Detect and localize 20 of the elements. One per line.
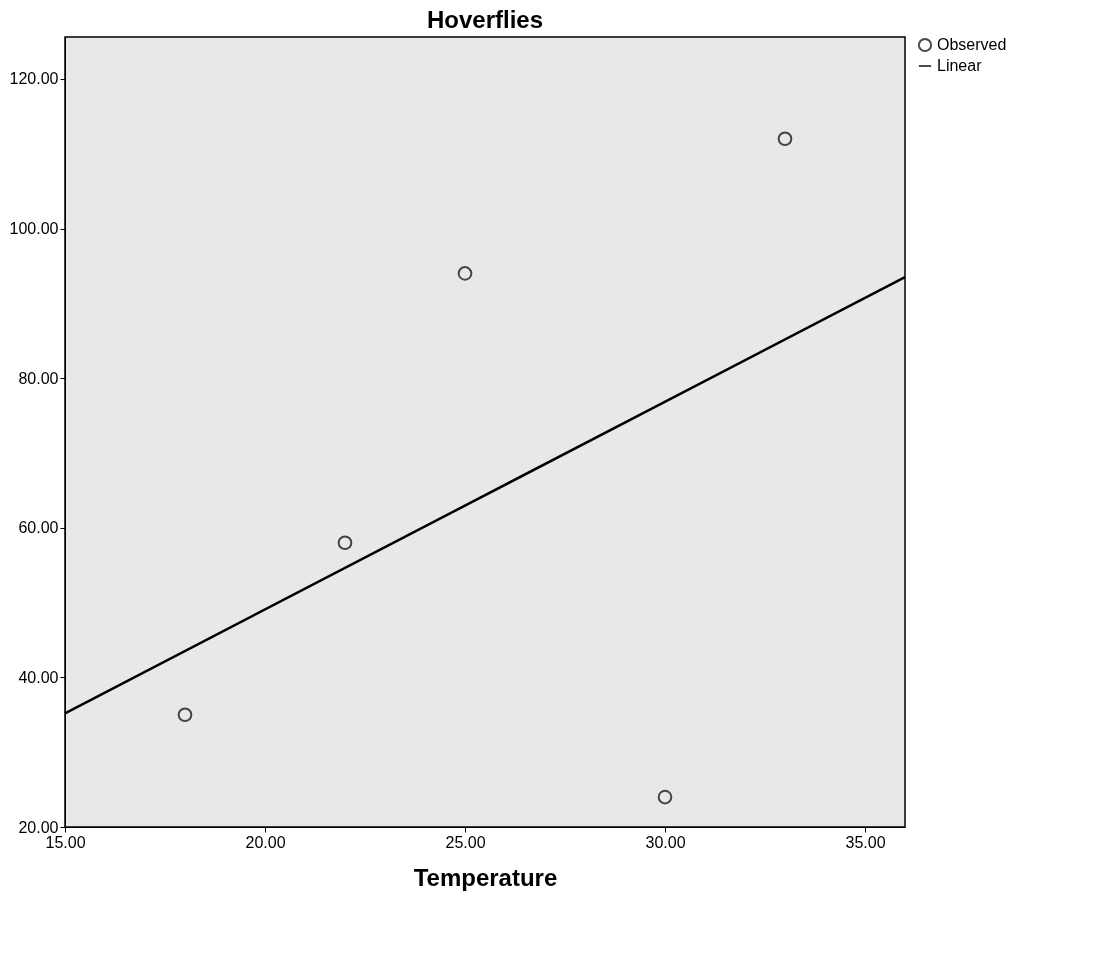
point (657, 789, 673, 805)
y-tick-label: 80.00 (18, 369, 59, 387)
chart-title: Hoverflies (426, 6, 544, 33)
y-tick-label: 100.00 (9, 220, 59, 238)
x-tick-label: 15.00 (45, 833, 86, 851)
y-tick-label: 20.00 (18, 818, 59, 836)
point (177, 707, 193, 723)
point (457, 266, 473, 281)
point (337, 535, 353, 551)
legend-label: Linear (937, 57, 983, 74)
x-tick-label: 20.00 (245, 833, 286, 851)
x-axis-title: Temperature (413, 863, 558, 891)
legend-label: Observed (937, 36, 1007, 53)
point (777, 131, 793, 147)
x-tick-label: 30.00 (645, 833, 686, 851)
y-tick-label: 40.00 (18, 668, 59, 686)
x-tick-label: 25.00 (445, 833, 486, 851)
y-tick-label: 120.00 (9, 70, 59, 88)
x-tick-label: 35.00 (845, 833, 886, 851)
y-tick-label: 60.00 (18, 519, 59, 537)
